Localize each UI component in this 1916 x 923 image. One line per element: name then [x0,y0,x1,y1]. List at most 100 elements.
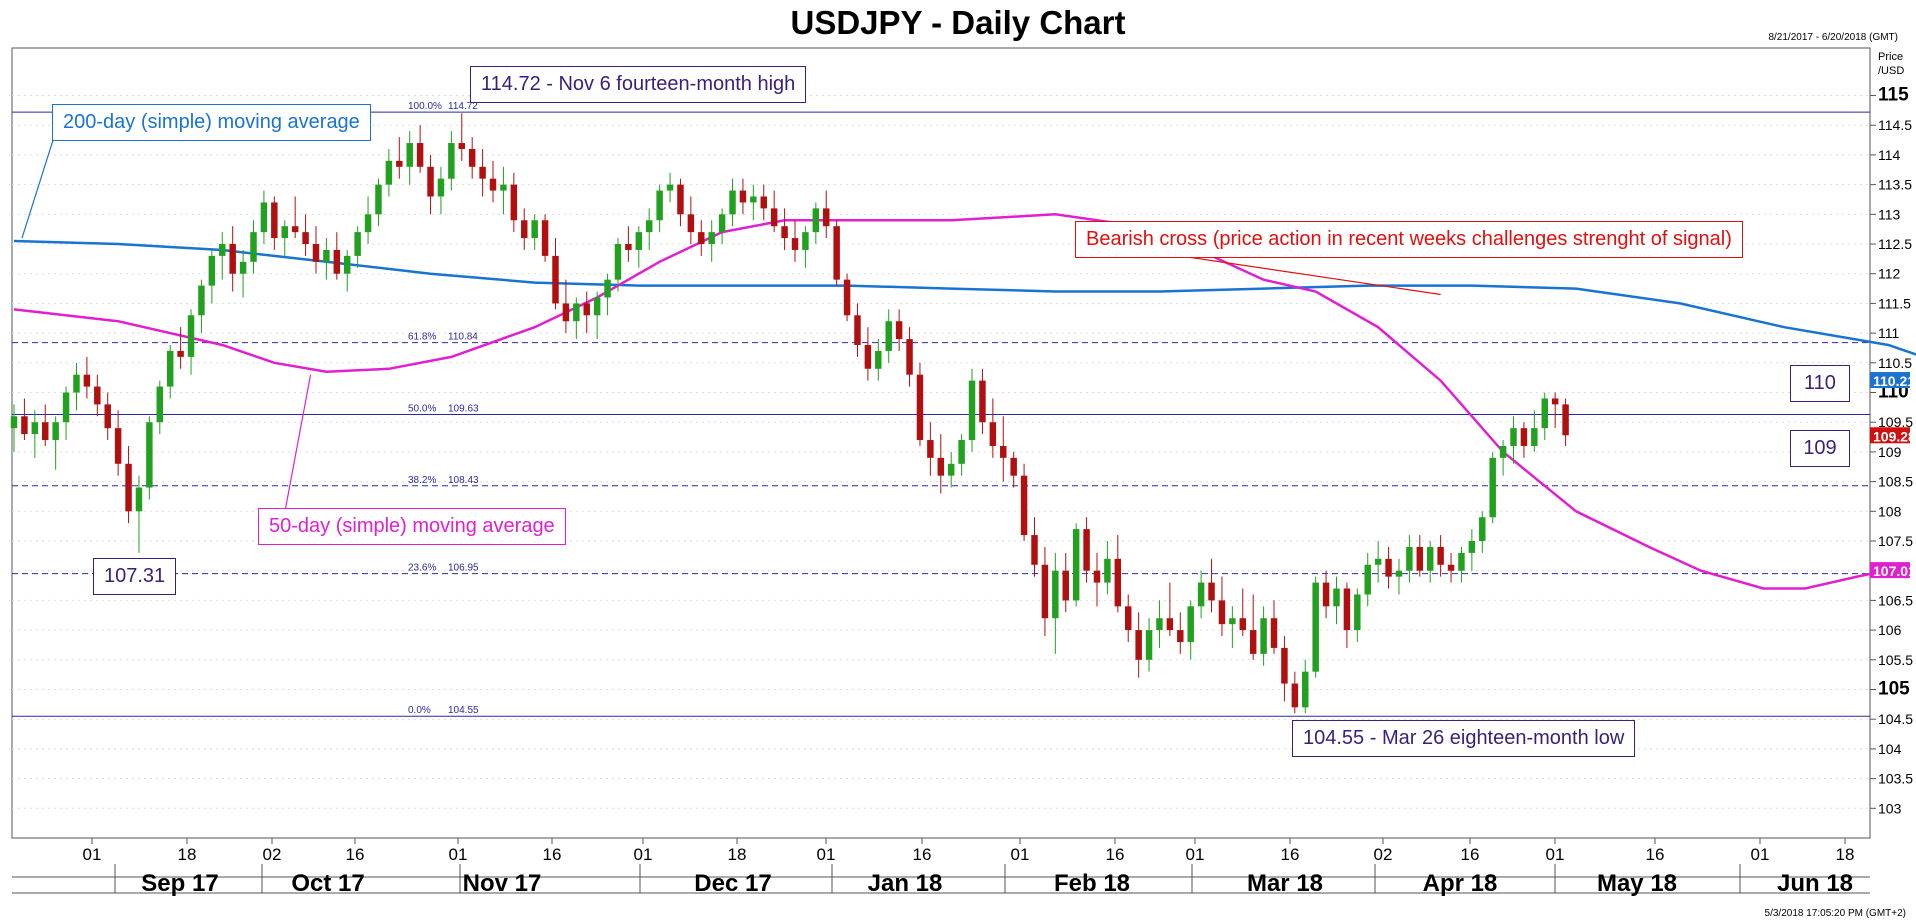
price-tag-label: 107.01 [1873,563,1916,579]
y-tick-label: 112 [1878,266,1901,282]
fib-value-label: 110.84 [448,332,478,343]
fib-value-label: 109.63 [448,403,479,414]
candle-body [448,143,455,179]
candle-body [1322,582,1330,607]
candle-body [1031,535,1038,565]
candle-body [635,232,643,250]
candle-body [385,160,393,185]
fib-percent-label: 0.0% [408,705,431,716]
candle-body [427,166,434,197]
candle-body [406,143,413,167]
candle-body [1104,558,1111,583]
candle-body [52,422,59,441]
candle-body [1249,630,1257,654]
candle-body [187,315,195,357]
candle-body [750,196,757,203]
candle-body [1354,594,1361,631]
candle-body [1156,618,1163,631]
price-tag-label: 109.28 [1873,428,1916,444]
candle-body [1124,606,1132,631]
candle-body [239,261,247,274]
candle-body [885,321,892,351]
candle-body [1072,529,1080,601]
fib-value-label: 108.43 [448,475,479,486]
price-tag-bg [1870,427,1910,444]
candle-body [1093,570,1101,583]
candle-body [645,220,653,233]
candle-body [156,386,164,423]
bearish-cross-annotation: Bearish cross (price action in recent we… [1075,221,1743,258]
candle-body [489,178,497,191]
candle-body [1458,552,1465,571]
y-tick-label: 113 [1878,206,1901,222]
x-day-label: 16 [1106,845,1125,864]
candle-body [62,392,70,423]
candle-body [1520,428,1528,446]
candle-body [281,226,288,239]
y-tick-label: 114.5 [1878,117,1912,133]
candle-body [1551,398,1559,405]
candle-body [1270,618,1278,648]
candle-body [698,232,705,245]
candle-body [833,226,840,280]
candle-body [781,226,788,239]
ma50-leader [284,374,312,512]
candle-body [468,148,476,167]
candle-body [1406,546,1413,571]
candle-body [625,244,632,250]
candle-body [573,303,580,322]
x-day-label: 18 [178,845,197,864]
candle-body [312,244,320,262]
candle-body [260,202,268,233]
fib-value-label: 106.95 [448,563,479,574]
candle-body [42,422,49,441]
candle-body [770,208,778,227]
price-axis-unit: Price /USD [1878,51,1905,77]
candle-body [1302,671,1309,708]
candle-body [177,350,184,357]
candle-body [125,463,132,512]
x-month-label: Mar 18 [1247,870,1323,897]
x-month-label: May 18 [1597,870,1677,897]
x-day-label: 01 [1011,845,1030,864]
x-day-label: 16 [913,845,932,864]
candle-body [656,190,663,221]
candle-body [135,487,143,512]
candle-body [1281,647,1288,684]
candle-body [1239,618,1247,631]
candle-body [250,232,257,262]
candle-body [812,208,820,233]
candle-body [21,416,28,435]
x-day-label: 18 [1836,845,1855,864]
candle-body [729,190,736,215]
y-tick-label: 103.5 [1878,771,1913,787]
candle-body [291,226,299,233]
y-tick-label: 103 [1878,800,1902,816]
candle-body [677,184,684,215]
x-day-label: 01 [1751,845,1770,864]
candle-body [906,339,913,375]
candle-body [521,220,528,239]
candle-body [1020,475,1028,536]
x-day-label: 18 [728,845,747,864]
fib-percent-label: 23.6% [408,563,436,574]
y-tick-label: 105 [1878,679,1910,700]
candle-body [1489,457,1496,518]
candle-body [229,244,236,274]
candle-body [937,457,945,476]
candle-body [895,321,903,340]
candle-body [416,143,424,167]
y-tick-label: 115 [1878,85,1909,106]
candle-body [166,350,174,387]
candle-body [864,344,872,369]
x-day-label: 01 [83,845,102,864]
fib-percent-label: 50.0% [408,403,436,414]
candle-body [1479,517,1486,542]
fib-value-label: 104.55 [448,705,479,716]
ma200-annotation: 200-day (simple) moving average [52,104,371,141]
candle-body [271,202,278,239]
candle-body [614,244,622,280]
x-month-label: Jun 18 [1777,870,1853,897]
candle-body [968,380,976,441]
